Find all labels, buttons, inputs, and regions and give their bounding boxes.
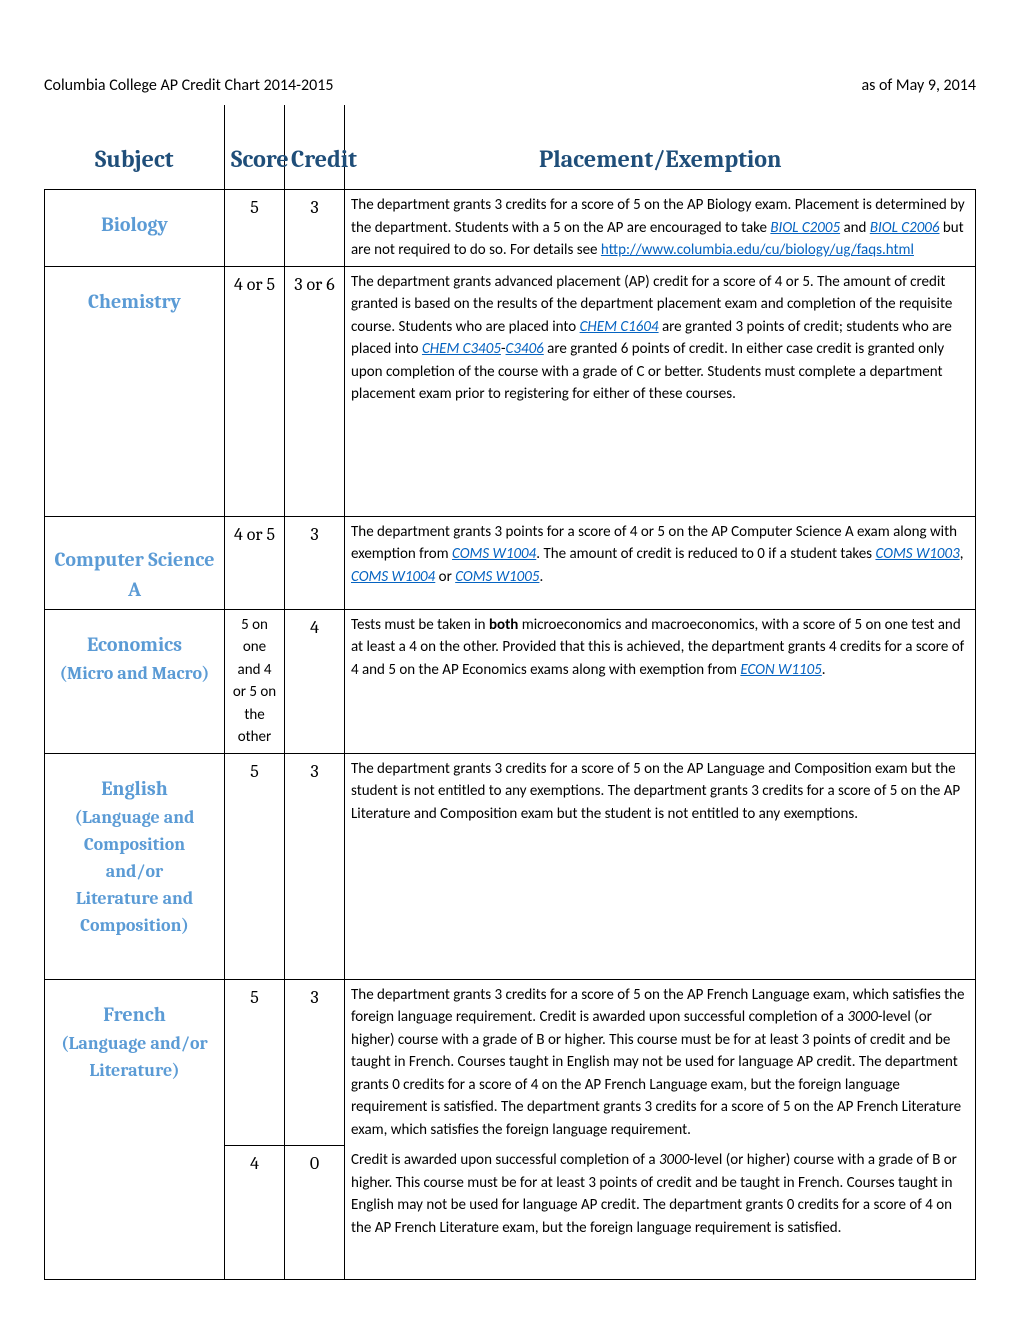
biology-placement: The department grants 3 credits for a sc… bbox=[345, 190, 976, 267]
chemistry-placement: The department grants advanced placement… bbox=[345, 266, 976, 516]
link-coms-w1005[interactable]: COMS W1005 bbox=[455, 568, 539, 586]
link-coms-w1004a[interactable]: COMS W1004 bbox=[452, 545, 536, 563]
french-subject: French (Language and/or Literature) bbox=[45, 979, 225, 1280]
french-credit-2: 0 bbox=[285, 1145, 345, 1280]
row-chemistry: Chemistry 4 or 5 3 or 6 The department g… bbox=[45, 266, 976, 516]
econ-credit: 4 bbox=[285, 609, 345, 753]
row-english: English (Language and Composition and/or… bbox=[45, 753, 976, 979]
link-coms-w1003[interactable]: COMS W1003 bbox=[875, 545, 959, 563]
link-biol-c2006[interactable]: BIOL C2006 bbox=[870, 219, 940, 237]
row-biology: Biology 5 3 The department grants 3 cred… bbox=[45, 190, 976, 267]
link-biology-faq[interactable]: http://www.columbia.edu/cu/biology/ug/fa… bbox=[601, 241, 914, 259]
chemistry-score: 4 or 5 bbox=[225, 266, 285, 516]
english-subject: English (Language and Composition and/or… bbox=[45, 753, 225, 979]
cs-score: 4 or 5 bbox=[225, 516, 285, 609]
french-score-2: 4 bbox=[225, 1145, 285, 1280]
col-placement: Placement/Exemption bbox=[345, 105, 976, 190]
col-score: Score bbox=[225, 105, 285, 190]
header-date: as of May 9, 2014 bbox=[861, 76, 976, 95]
page-header: Columbia College AP Credit Chart 2014-20… bbox=[44, 76, 976, 95]
econ-placement: Tests must be taken in both microeconomi… bbox=[345, 609, 976, 753]
table-header-row: Subject Score Credit Placement/Exemption bbox=[45, 105, 976, 190]
link-econ-w1105[interactable]: ECON W1105 bbox=[740, 661, 821, 679]
link-chem-c3406[interactable]: C3406 bbox=[506, 340, 544, 358]
biology-subject: Biology bbox=[45, 190, 225, 267]
ap-credit-table: Subject Score Credit Placement/Exemption… bbox=[44, 105, 976, 1280]
row-economics: Economics (Micro and Macro) 5 on one and… bbox=[45, 609, 976, 753]
econ-subject: Economics (Micro and Macro) bbox=[45, 609, 225, 753]
cs-credit: 3 bbox=[285, 516, 345, 609]
row-french-1: French (Language and/or Literature) 5 3 … bbox=[45, 979, 976, 1145]
french-score-1: 5 bbox=[225, 979, 285, 1145]
cs-subject: Computer Science A bbox=[45, 516, 225, 609]
english-score: 5 bbox=[225, 753, 285, 979]
biology-score: 5 bbox=[225, 190, 285, 267]
row-cs: Computer Science A 4 or 5 3 The departme… bbox=[45, 516, 976, 609]
link-chem-c1604[interactable]: CHEM C1604 bbox=[580, 318, 659, 336]
biology-credit: 3 bbox=[285, 190, 345, 267]
chemistry-credit: 3 or 6 bbox=[285, 266, 345, 516]
cs-placement: The department grants 3 points for a sco… bbox=[345, 516, 976, 609]
english-credit: 3 bbox=[285, 753, 345, 979]
french-placement-1: The department grants 3 credits for a sc… bbox=[345, 979, 976, 1145]
link-chem-c3405[interactable]: CHEM C3405 bbox=[422, 340, 501, 358]
econ-score: 5 on one and 4 or 5 on the other bbox=[225, 609, 285, 753]
english-placement: The department grants 3 credits for a sc… bbox=[345, 753, 976, 979]
french-credit-1: 3 bbox=[285, 979, 345, 1145]
french-placement-2: Credit is awarded upon successful comple… bbox=[345, 1145, 976, 1280]
col-subject: Subject bbox=[45, 105, 225, 190]
link-coms-w1004b[interactable]: COMS W1004 bbox=[351, 568, 435, 586]
chemistry-subject: Chemistry bbox=[45, 266, 225, 516]
col-credit: Credit bbox=[285, 105, 345, 190]
link-biol-c2005[interactable]: BIOL C2005 bbox=[770, 219, 840, 237]
header-title: Columbia College AP Credit Chart 2014-20… bbox=[44, 76, 333, 95]
